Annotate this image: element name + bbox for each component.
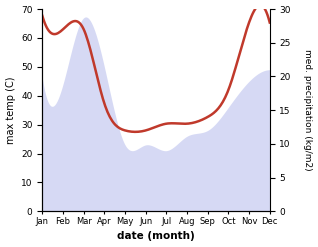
X-axis label: date (month): date (month) (117, 231, 195, 242)
Y-axis label: med. precipitation (kg/m2): med. precipitation (kg/m2) (303, 49, 313, 171)
Y-axis label: max temp (C): max temp (C) (5, 76, 16, 144)
